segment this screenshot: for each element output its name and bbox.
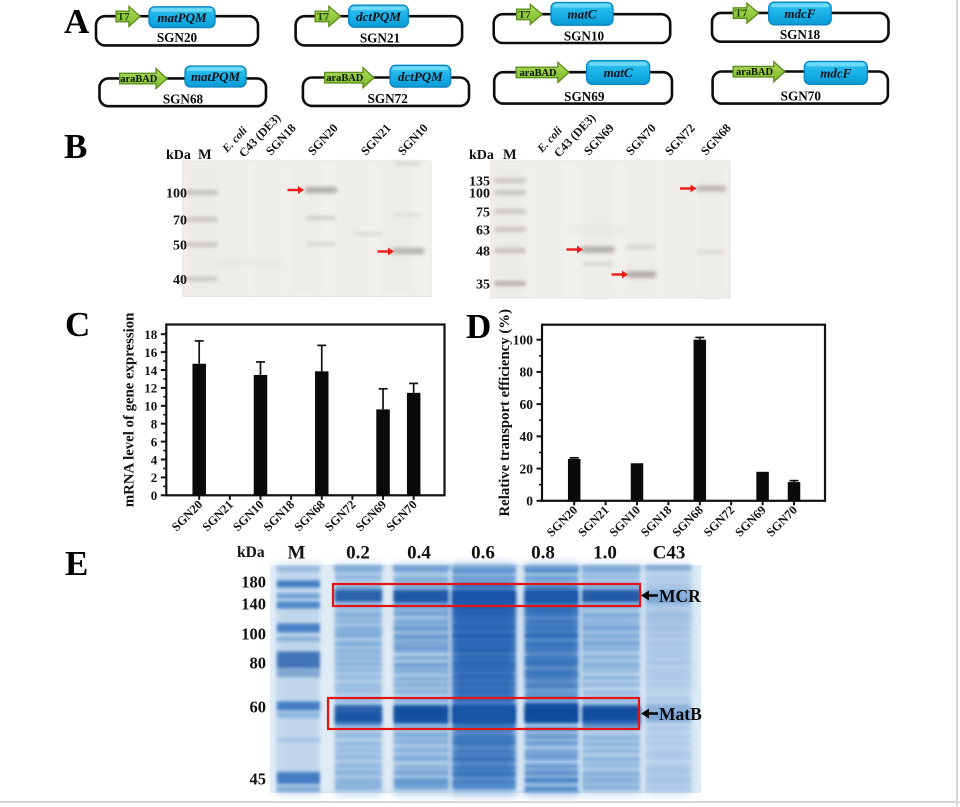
svg-text:100: 100 [166, 186, 187, 201]
svg-text:0.6: 0.6 [471, 543, 495, 564]
svg-text:100: 100 [241, 625, 266, 644]
svg-text:SGN20: SGN20 [157, 30, 198, 45]
svg-text:60: 60 [520, 397, 534, 412]
svg-text:1.0: 1.0 [593, 543, 617, 564]
svg-text:135: 135 [469, 174, 490, 189]
svg-text:matC: matC [604, 65, 633, 80]
svg-text:M: M [198, 147, 212, 163]
svg-text:kDa: kDa [166, 148, 191, 163]
svg-text:0.8: 0.8 [531, 543, 555, 564]
svg-text:100: 100 [469, 186, 490, 201]
svg-text:20: 20 [520, 461, 534, 476]
svg-text:SGN10: SGN10 [564, 28, 605, 43]
svg-text:60: 60 [250, 698, 267, 717]
svg-text:6: 6 [151, 434, 158, 449]
svg-text:matC: matC [568, 6, 597, 21]
svg-text:0.2: 0.2 [346, 543, 370, 564]
svg-text:45: 45 [250, 770, 267, 789]
svg-text:12: 12 [144, 381, 157, 396]
svg-text:50: 50 [173, 238, 187, 253]
svg-text:M: M [503, 147, 517, 163]
svg-text:140: 140 [241, 595, 266, 614]
svg-text:M: M [288, 543, 306, 564]
svg-text:16: 16 [144, 345, 158, 360]
svg-text:40: 40 [520, 429, 534, 444]
svg-text:0: 0 [526, 494, 533, 509]
svg-text:SGN69: SGN69 [564, 89, 605, 104]
svg-text:kDa: kDa [237, 544, 265, 561]
svg-text:10: 10 [144, 399, 157, 414]
svg-text:mRNA level of gene expression: mRNA level of gene expression [121, 313, 137, 508]
svg-text:SGN70: SGN70 [781, 88, 822, 103]
svg-text:T7: T7 [518, 10, 530, 21]
svg-text:MatB: MatB [659, 704, 702, 724]
svg-text:63: 63 [476, 223, 490, 238]
svg-text:T7: T7 [117, 12, 129, 23]
svg-text:MCR: MCR [659, 586, 701, 606]
svg-text:dctPQM: dctPQM [356, 9, 401, 24]
svg-text:dctPQM: dctPQM [398, 69, 443, 84]
svg-text:matPQM: matPQM [157, 10, 207, 25]
svg-text:kDa: kDa [469, 148, 494, 163]
svg-text:SGN21: SGN21 [360, 30, 400, 45]
svg-text:0.4: 0.4 [407, 543, 431, 564]
svg-text:4: 4 [151, 452, 158, 467]
svg-text:14: 14 [144, 363, 158, 378]
svg-text:araBAD: araBAD [120, 74, 157, 85]
svg-text:2: 2 [151, 470, 158, 485]
svg-text:SGN68: SGN68 [163, 91, 204, 106]
svg-text:mdcF: mdcF [820, 65, 851, 80]
svg-text:48: 48 [476, 244, 490, 259]
svg-text:0: 0 [151, 488, 158, 503]
svg-text:75: 75 [476, 205, 490, 220]
svg-text:8: 8 [151, 417, 158, 432]
svg-text:35: 35 [476, 277, 490, 292]
svg-text:mdcF: mdcF [784, 6, 815, 21]
svg-text:80: 80 [520, 365, 534, 380]
svg-text:T7: T7 [317, 12, 329, 23]
svg-text:180: 180 [241, 573, 266, 592]
svg-text:SGN72: SGN72 [368, 91, 409, 106]
svg-text:SGN18: SGN18 [780, 27, 821, 42]
svg-text:araBAD: araBAD [520, 68, 557, 79]
svg-text:araBAD: araBAD [736, 67, 773, 78]
svg-text:T7: T7 [735, 9, 747, 20]
svg-text:araBAD: araBAD [326, 73, 363, 84]
svg-text:matPQM: matPQM [191, 69, 241, 84]
svg-text:100: 100 [513, 333, 534, 348]
svg-text:18: 18 [144, 327, 158, 342]
svg-text:40: 40 [173, 273, 187, 288]
svg-text:Relative transport efficiency: Relative transport efficiency (%) [497, 309, 513, 517]
svg-text:80: 80 [250, 654, 267, 673]
svg-text:C43: C43 [653, 543, 686, 564]
svg-text:70: 70 [173, 213, 187, 228]
